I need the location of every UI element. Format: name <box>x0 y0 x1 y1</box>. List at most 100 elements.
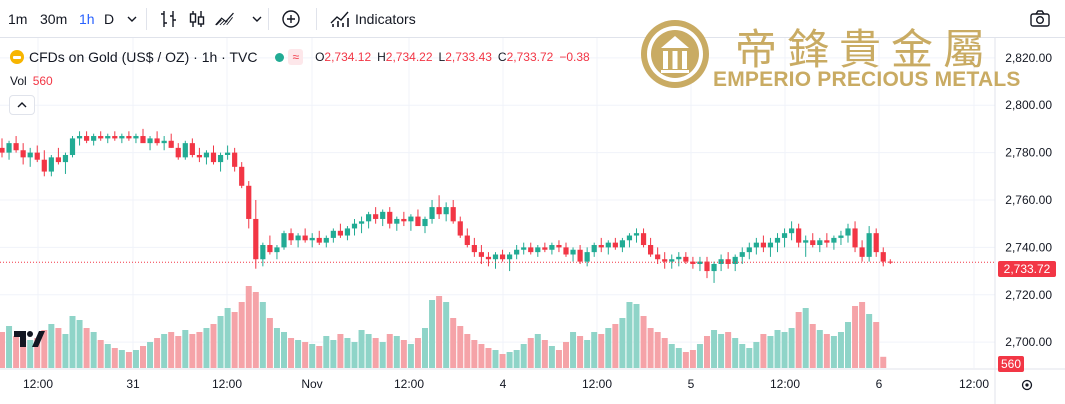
interval-d[interactable]: D <box>104 11 115 27</box>
candle-body <box>225 152 231 155</box>
symbol-title[interactable]: CFDs on Gold (US$ / OZ) · 1h · TVC <box>29 49 258 65</box>
volume-bar <box>802 308 809 368</box>
volume-bar <box>224 308 231 368</box>
interval-1m[interactable]: 1m <box>8 11 28 27</box>
candle-body <box>584 252 590 262</box>
candle-body <box>662 259 668 262</box>
candle-body <box>203 152 210 158</box>
candle-body <box>337 230 343 236</box>
volume-bar <box>69 316 76 368</box>
candle-body <box>323 237 329 243</box>
candle-body <box>471 245 477 253</box>
volume-bar <box>640 316 647 368</box>
area-chart-style-icon[interactable] <box>214 9 240 29</box>
volume-bar <box>704 336 710 368</box>
volume-bar <box>633 304 640 368</box>
camera-icon[interactable] <box>1029 9 1051 29</box>
market-status-badge[interactable]: ≈ <box>288 49 304 65</box>
time-tick-label: 6 <box>876 377 883 391</box>
candle-body <box>260 245 266 260</box>
bar-chart-style-icon[interactable] <box>158 9 180 29</box>
volume-bar <box>154 338 161 368</box>
volume-bar <box>499 354 506 368</box>
candle-body <box>457 221 463 236</box>
volume-bar <box>682 352 689 368</box>
candle-body <box>119 136 125 139</box>
candle-body <box>549 245 555 250</box>
chevron-down-icon[interactable] <box>121 9 137 29</box>
volume-bar <box>845 322 851 368</box>
interval-1h[interactable]: 1h <box>79 11 95 27</box>
price-tick-label: 2,760.00 <box>1005 193 1052 207</box>
time-tick-label: Nov <box>301 377 322 391</box>
indicators-icon[interactable] <box>329 9 351 29</box>
volume-bar <box>859 302 866 368</box>
volume-bar <box>450 318 457 368</box>
add-compare-icon[interactable] <box>280 9 302 29</box>
interval-30m[interactable]: 30m <box>40 11 68 27</box>
price-tick-label: 2,740.00 <box>1005 240 1052 254</box>
volume-bar <box>626 302 633 368</box>
low-value: 2,733.43 <box>445 50 492 64</box>
candle-body <box>98 136 104 139</box>
candle-body <box>535 247 541 253</box>
candle-body <box>267 245 273 253</box>
toolbar-divider <box>268 8 269 30</box>
candle-body <box>105 136 111 139</box>
candle-body <box>429 207 435 219</box>
volume-bar <box>41 330 48 368</box>
candle-body <box>154 138 160 144</box>
candle-body <box>196 154 202 158</box>
volume-bar <box>20 338 27 368</box>
candle-body <box>887 261 893 263</box>
volume-bar <box>379 342 386 368</box>
volume-bar <box>577 336 584 368</box>
volume-bar <box>570 332 577 368</box>
candle-body <box>577 249 583 262</box>
price-chart[interactable]: 2,820.00 2,800.00 2,780.00 2,760.00 2,740.00… <box>0 38 1065 404</box>
collapse-legend-button[interactable] <box>9 95 35 115</box>
time-tick-label: 12:00 <box>212 377 242 391</box>
candle-body <box>217 154 224 163</box>
volume-bar <box>252 292 259 368</box>
volume-bar <box>238 302 245 368</box>
candle-body <box>704 261 710 272</box>
candle-body <box>753 242 759 248</box>
volume-bar <box>647 328 654 368</box>
gear-icon[interactable] <box>1020 378 1034 392</box>
volume-bar <box>767 336 774 368</box>
candle-body <box>210 152 217 163</box>
volume-bar <box>386 334 393 368</box>
candle-body <box>253 218 259 260</box>
candles <box>0 128 893 283</box>
candles-style-icon[interactable] <box>186 9 208 29</box>
volume-bar <box>358 330 365 368</box>
tradingview-logo[interactable] <box>12 327 46 351</box>
volume-bar <box>83 328 90 368</box>
time-tick-label: 12:00 <box>770 377 800 391</box>
indicators-button[interactable]: Indicators <box>355 11 416 27</box>
volume-bar <box>302 342 309 368</box>
time-tick-label: 12:00 <box>394 377 424 391</box>
tradingview-icon <box>14 331 45 347</box>
open-value: 2,734.12 <box>324 50 372 64</box>
candle-body <box>676 256 682 260</box>
candle-body <box>91 136 97 141</box>
candle-body <box>669 259 675 262</box>
candle-body <box>401 218 407 222</box>
candle-body <box>161 140 167 144</box>
volume-bar <box>104 344 111 368</box>
candle-body <box>817 240 823 246</box>
volume-bar <box>668 344 675 368</box>
volume-bar <box>351 342 358 368</box>
chevron-down-icon[interactable] <box>246 9 262 29</box>
volume-bar <box>175 336 182 368</box>
volume-bar <box>365 334 372 368</box>
time-tick-label: 31 <box>126 377 140 391</box>
candle-body <box>838 235 844 238</box>
candle-body <box>76 136 83 139</box>
volume-bar <box>118 350 125 368</box>
candle-body <box>831 237 837 243</box>
volume-bar <box>414 338 421 368</box>
volume-bar <box>605 328 612 368</box>
